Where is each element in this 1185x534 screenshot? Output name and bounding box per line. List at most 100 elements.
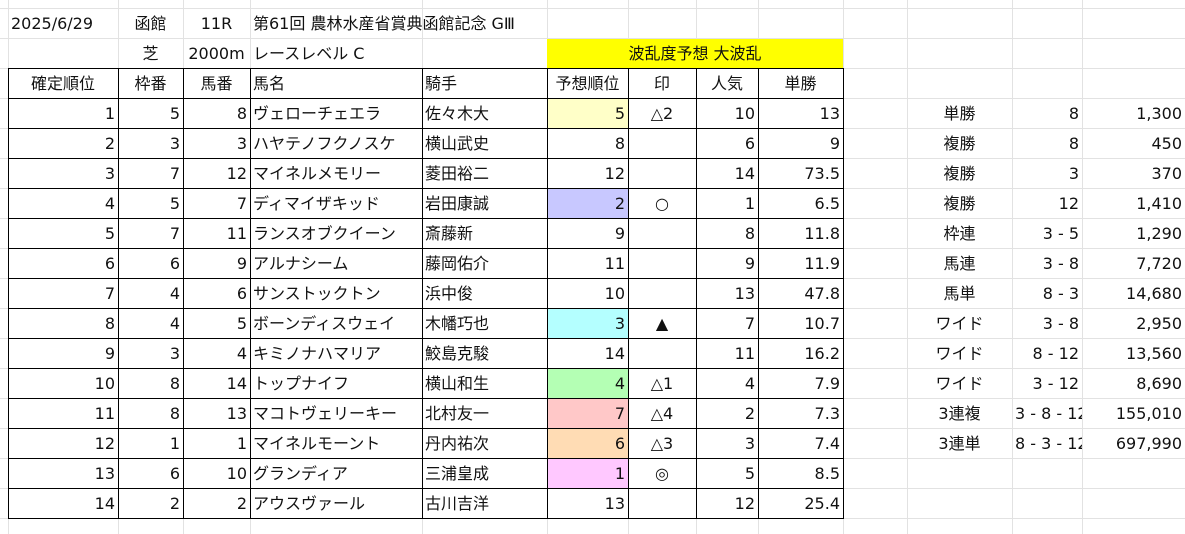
table-cell: 2 <box>744 404 755 423</box>
table-border <box>843 68 844 519</box>
table-cell: 三浦皇成 <box>425 464 490 483</box>
table-border <box>8 308 844 309</box>
race-name: 第61回 農林水産省賞典函館記念 GⅢ <box>253 14 515 33</box>
table-cell: 北村友一 <box>425 404 490 423</box>
prediction-mark: ○ <box>655 194 669 213</box>
prediction-mark <box>628 279 696 308</box>
table-cell: 3 <box>169 344 180 363</box>
payout-amount: 155,010 <box>1115 404 1182 423</box>
table-border <box>628 68 629 519</box>
prediction-mark: △1 <box>650 374 674 393</box>
payout-type: ワイド <box>935 344 984 363</box>
payout-amount: 7,720 <box>1136 254 1182 273</box>
payout-combo: 3 - 8 <box>1042 314 1079 333</box>
table-cell: 11 <box>226 224 247 243</box>
table-cell: 11.8 <box>804 224 840 243</box>
table-cell: 12 <box>94 434 115 453</box>
payout-type: 複勝 <box>943 164 976 183</box>
payout-combo: 8 - 12 <box>1032 344 1079 363</box>
table-cell: 7.9 <box>814 374 840 393</box>
table-border <box>118 68 119 519</box>
payout-amount: 450 <box>1151 134 1182 153</box>
table-cell: 9 <box>744 254 755 273</box>
table-cell: 47.8 <box>804 284 840 303</box>
table-cell: 11.9 <box>804 254 840 273</box>
table-cell: 3 <box>104 164 115 183</box>
table-cell: 14 <box>604 344 625 363</box>
table-cell: 11 <box>734 344 755 363</box>
table-cell: 7.3 <box>814 404 840 423</box>
payout-combo: 3 - 8 - 12 <box>1015 404 1082 423</box>
table-cell: 12 <box>226 164 247 183</box>
race-level: レースレベル C <box>253 44 365 63</box>
table-cell: 16.2 <box>804 344 840 363</box>
table-border <box>8 218 844 219</box>
table-cell: 5 <box>547 99 628 128</box>
table-cell: 10.7 <box>804 314 840 333</box>
payout-type: 3連複 <box>938 404 981 423</box>
table-border <box>8 128 844 129</box>
prediction-mark: △2 <box>650 104 674 123</box>
table-cell: 8 <box>614 134 625 153</box>
upset-forecast: 波乱度予想 大波乱 <box>547 39 843 68</box>
table-cell: 7 <box>169 164 180 183</box>
table-border <box>8 338 844 339</box>
payout-combo: 8 - 3 - 12 <box>1015 434 1082 453</box>
table-cell: 73.5 <box>804 164 840 183</box>
table-cell: 5 <box>169 194 180 213</box>
gridline <box>1082 0 1083 534</box>
table-cell: 6.5 <box>814 194 840 213</box>
horse-name: ディマイザキッド <box>253 194 380 213</box>
table-cell: 4 <box>104 194 115 213</box>
prediction-mark <box>628 249 696 278</box>
column-header: 騎手 <box>425 74 458 93</box>
table-cell: 菱田裕二 <box>425 164 490 183</box>
gridline <box>1012 0 1013 534</box>
table-cell: 9 <box>236 254 247 273</box>
gridline <box>907 0 908 534</box>
payout-amount: 1,290 <box>1136 224 1182 243</box>
table-cell: 6 <box>169 464 180 483</box>
table-cell: 佐々木大 <box>425 104 490 123</box>
table-cell: 2 <box>169 494 180 513</box>
prediction-mark <box>628 219 696 248</box>
column-header: 印 <box>653 74 670 93</box>
prediction-mark <box>628 339 696 368</box>
table-cell: 7 <box>236 194 247 213</box>
table-border <box>250 68 251 519</box>
payout-amount: 2,950 <box>1136 314 1182 333</box>
column-header: 単勝 <box>784 74 817 93</box>
payout-type: 枠連 <box>943 224 976 243</box>
table-cell: 6 <box>236 284 247 303</box>
table-cell: 12 <box>604 164 625 183</box>
table-cell: 3 <box>744 434 755 453</box>
payout-combo: 8 <box>1068 134 1079 153</box>
gridline <box>0 8 1185 9</box>
table-cell: 11 <box>604 254 625 273</box>
race-distance: 2000m <box>188 44 245 63</box>
table-border <box>8 278 844 279</box>
table-cell: 岩田康誠 <box>425 194 490 213</box>
table-cell: 1 <box>169 434 180 453</box>
payout-combo: 12 <box>1058 194 1079 213</box>
table-cell: 3 <box>236 134 247 153</box>
race-number: 11R <box>200 14 233 33</box>
table-cell: 木幡巧也 <box>425 314 490 333</box>
table-border <box>8 518 844 519</box>
table-cell: 5 <box>169 104 180 123</box>
table-cell: 9 <box>104 344 115 363</box>
horse-name: キミノナハマリア <box>253 344 382 363</box>
table-border <box>8 368 844 369</box>
table-cell: 2 <box>236 494 247 513</box>
horse-name: マコトヴェリーキー <box>253 404 398 423</box>
column-header: 馬名 <box>253 74 286 93</box>
column-header: 枠番 <box>134 74 167 93</box>
gridline <box>0 38 1185 39</box>
table-cell: 4 <box>169 284 180 303</box>
table-cell: 4 <box>547 369 628 398</box>
table-cell: 7.4 <box>814 434 840 453</box>
table-cell: 10 <box>604 284 625 303</box>
table-cell: 8 <box>104 314 115 333</box>
table-cell: 2 <box>547 189 628 218</box>
table-border <box>8 488 844 489</box>
